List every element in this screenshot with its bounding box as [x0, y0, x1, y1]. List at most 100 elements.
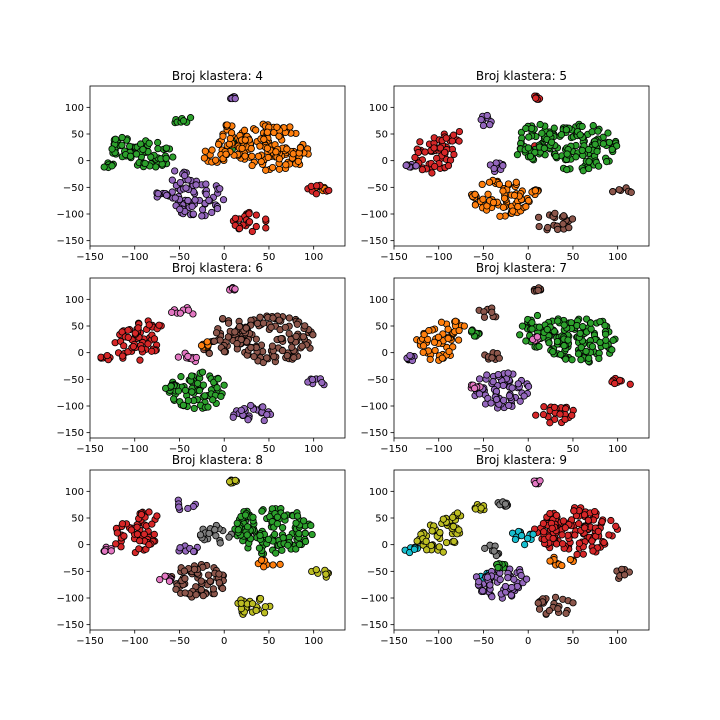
data-point — [602, 336, 610, 344]
data-point — [603, 158, 611, 166]
x-tick-label: −100 — [425, 444, 452, 455]
y-tick-label: −100 — [361, 210, 388, 221]
data-point — [209, 396, 217, 404]
data-point — [179, 401, 188, 409]
data-point — [219, 196, 228, 204]
scatter-panel-2: −150 −100 −50 0 50 100 −150 −100 −50 0 50 100 Broj k… — [361, 69, 650, 263]
cluster-5 — [534, 184, 635, 234]
scatter-panel-1: −150 −100 −50 0 50 100 −150 −100 −50 0 50 100 Broj k… — [57, 69, 346, 263]
data-point — [170, 395, 178, 403]
data-point — [263, 128, 272, 136]
x-tick-label: 0 — [221, 636, 227, 647]
data-point — [283, 145, 291, 153]
data-point — [188, 372, 196, 380]
data-point — [479, 195, 487, 203]
data-point — [307, 521, 315, 530]
data-point — [270, 352, 278, 361]
data-point — [249, 513, 257, 521]
cluster-4 — [229, 181, 333, 236]
data-point — [171, 167, 179, 175]
data-point — [480, 313, 489, 321]
data-point — [300, 517, 308, 525]
data-point — [601, 330, 610, 338]
data-point — [535, 342, 543, 351]
data-point — [589, 547, 597, 555]
data-point — [198, 205, 207, 214]
data-point — [594, 127, 602, 135]
data-point — [202, 190, 210, 198]
data-point — [299, 333, 307, 341]
data-point — [489, 198, 498, 207]
data-point — [494, 563, 502, 572]
data-point — [505, 392, 514, 400]
data-point — [426, 355, 434, 363]
data-point — [208, 146, 216, 154]
data-point — [539, 410, 548, 419]
data-point — [279, 534, 287, 542]
data-point — [561, 524, 569, 532]
data-point — [495, 354, 503, 362]
data-point — [141, 159, 149, 168]
data-point — [596, 318, 604, 326]
data-point — [588, 537, 596, 545]
data-point — [124, 333, 132, 342]
data-point — [154, 138, 162, 147]
data-point — [197, 341, 206, 350]
data-point — [510, 575, 518, 583]
data-point — [118, 352, 127, 360]
data-point — [264, 535, 273, 543]
data-point — [560, 342, 568, 350]
data-point — [213, 205, 222, 213]
y-tick-label: 0 — [78, 156, 84, 167]
data-point — [428, 527, 436, 535]
data-point — [587, 319, 595, 327]
data-point — [543, 325, 551, 334]
data-point — [152, 163, 160, 171]
data-point — [436, 528, 444, 537]
y-tick-label: 100 — [65, 103, 84, 114]
data-point — [561, 415, 569, 424]
data-point — [244, 523, 252, 531]
data-point — [101, 547, 109, 555]
data-point — [176, 544, 184, 552]
data-point — [168, 308, 176, 316]
y-tick-label: 0 — [78, 348, 84, 359]
data-point — [220, 348, 228, 356]
data-point — [559, 540, 567, 548]
data-point — [406, 351, 414, 360]
data-point — [256, 313, 264, 321]
data-point — [129, 342, 137, 351]
y-tick-label: 50 — [375, 322, 388, 333]
points-layer — [100, 476, 333, 618]
data-point — [273, 520, 281, 528]
data-point — [481, 544, 489, 552]
data-point — [253, 319, 262, 328]
data-point — [285, 329, 293, 338]
data-point — [250, 353, 258, 361]
data-point — [132, 150, 141, 158]
data-point — [153, 512, 161, 520]
x-tick-label: 50 — [263, 444, 276, 455]
data-point — [136, 356, 144, 364]
data-point — [124, 326, 132, 334]
data-point — [444, 325, 452, 333]
data-point — [196, 531, 205, 539]
data-point — [518, 322, 527, 330]
data-point — [117, 543, 125, 551]
data-point — [479, 587, 487, 595]
data-point — [281, 323, 289, 331]
x-tick-label: −150 — [76, 444, 103, 455]
data-point — [548, 138, 556, 146]
data-point — [411, 153, 419, 162]
y-tick-label: −50 — [63, 375, 84, 386]
data-point — [176, 309, 184, 317]
data-point — [278, 347, 287, 355]
data-point — [203, 338, 211, 346]
data-point — [100, 163, 108, 171]
data-point — [295, 540, 304, 549]
data-point — [205, 349, 213, 357]
data-point — [120, 532, 128, 540]
data-point — [442, 134, 450, 142]
cluster-3 — [199, 312, 317, 367]
x-tick-label: 100 — [304, 252, 323, 263]
